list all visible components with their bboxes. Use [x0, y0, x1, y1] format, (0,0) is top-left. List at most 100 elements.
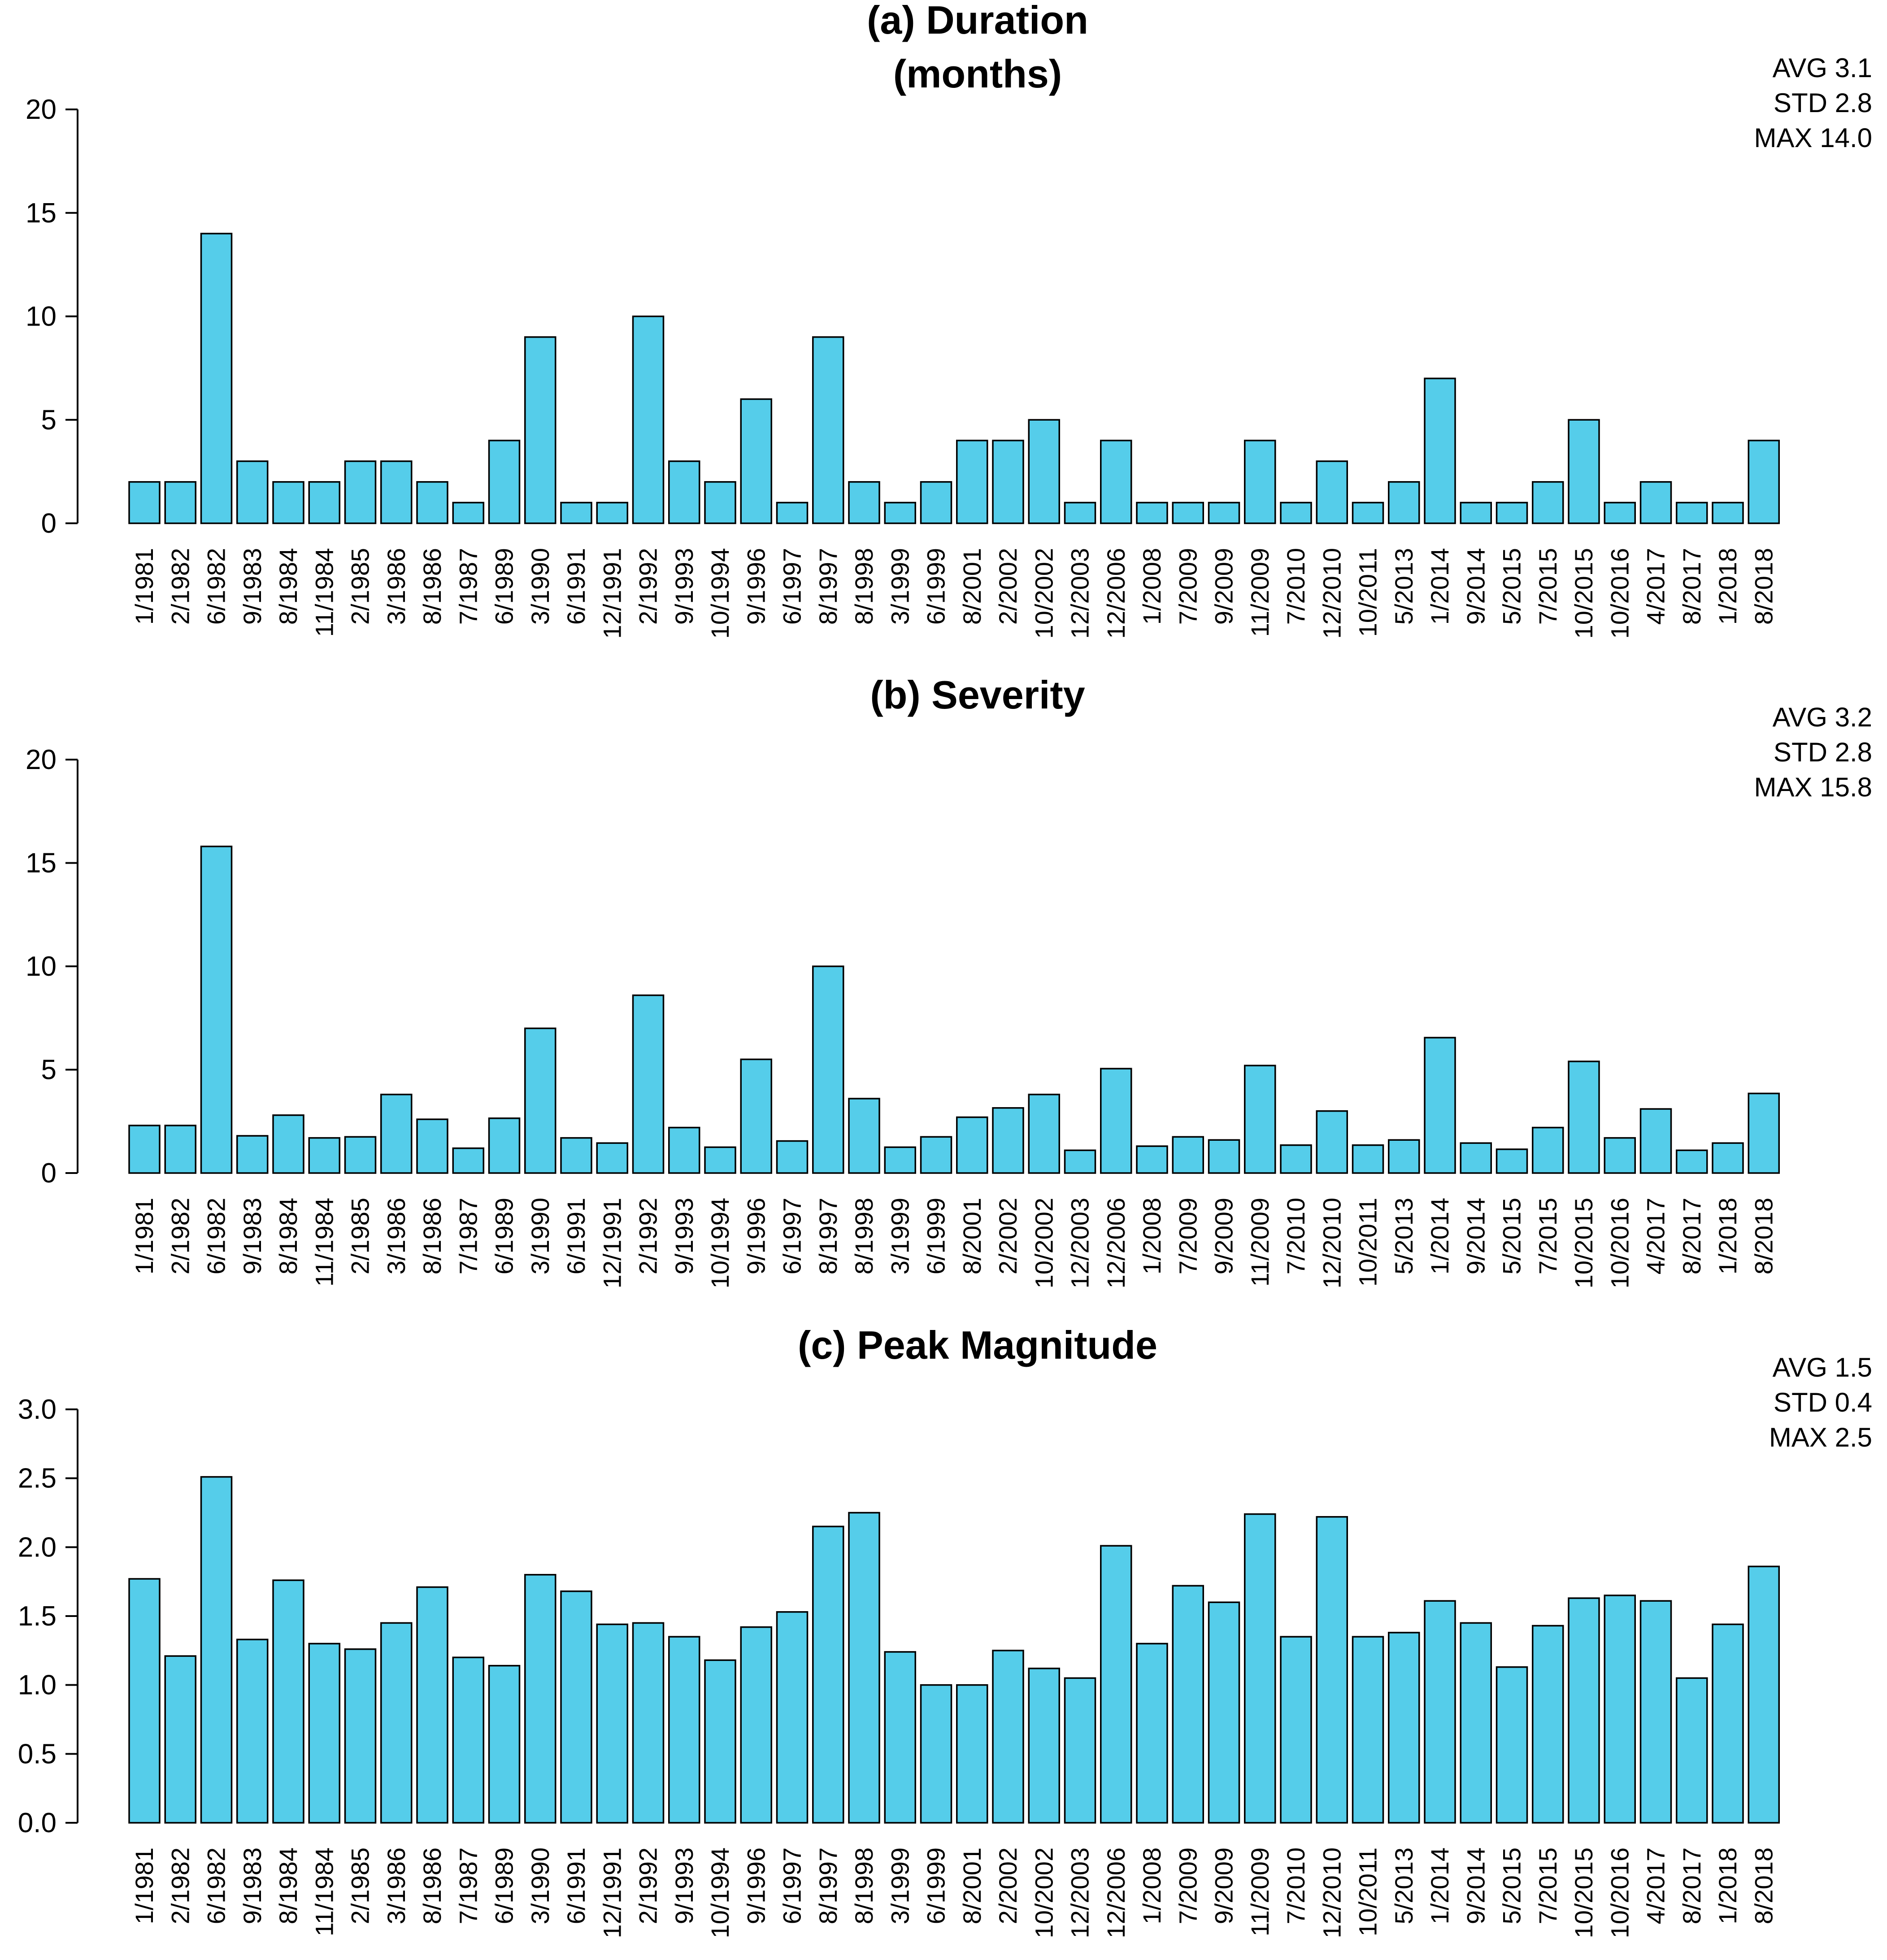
x-tick-label: 11/2009 [1246, 1198, 1274, 1286]
bar [1639, 1600, 1672, 1824]
x-tick-label: 6/1997 [778, 548, 806, 625]
bar [344, 1136, 377, 1174]
x-tick-label: 7/2010 [1282, 1847, 1310, 1924]
bar [1532, 1126, 1564, 1174]
x-tick-label: 10/2002 [1030, 1847, 1058, 1938]
x-tick-label: 1/1981 [130, 1198, 158, 1274]
bar [668, 1636, 700, 1824]
x-tick-label: 10/2015 [1570, 1847, 1598, 1938]
bar [632, 994, 665, 1174]
x-tick-label: 10/2002 [1030, 1198, 1058, 1288]
bar [1208, 502, 1240, 524]
x-tick-label: 6/1999 [922, 1847, 950, 1924]
x-tick-label: 12/2003 [1066, 1847, 1094, 1938]
bar [1136, 1643, 1168, 1824]
bar [1172, 1136, 1204, 1174]
bar [812, 965, 844, 1174]
bar [1676, 1149, 1708, 1174]
bar [524, 336, 557, 524]
x-tick-label: 8/2017 [1678, 1198, 1706, 1274]
x-tick-label: 8/1984 [274, 1847, 302, 1924]
bar [1568, 1597, 1600, 1824]
stat-label: MAX 15.8 [1754, 772, 1872, 802]
bar [524, 1574, 557, 1824]
x-tick-label: 2/2002 [994, 1847, 1022, 1924]
x-tick-label: 12/2003 [1066, 548, 1094, 639]
x-tick-label: 7/1987 [454, 1847, 482, 1924]
bar [1712, 1142, 1744, 1174]
bar [884, 1146, 916, 1174]
bar [1460, 1142, 1492, 1174]
x-tick-label: 10/2016 [1605, 548, 1634, 639]
x-tick-label: 3/1986 [382, 1847, 410, 1924]
x-tick-label: 12/2010 [1317, 548, 1346, 639]
x-tick-label: 4/2017 [1642, 1198, 1670, 1274]
x-tick-label: 12/2003 [1066, 1198, 1094, 1288]
bar [128, 1578, 161, 1824]
y-tick-label: 1.5 [18, 1601, 57, 1632]
bar [1352, 1144, 1384, 1174]
bar [1172, 502, 1204, 524]
x-tick-label: 8/2018 [1749, 548, 1778, 625]
bar [1639, 481, 1672, 524]
bar [308, 1137, 340, 1174]
x-tick-label: 1/2014 [1426, 1198, 1454, 1274]
y-tick-label: 0 [41, 508, 57, 539]
y-tick-label: 15 [26, 848, 57, 879]
x-tick-label: 8/2017 [1678, 548, 1706, 625]
bar [632, 1622, 665, 1824]
bar [488, 1664, 521, 1824]
bar [1496, 1148, 1528, 1174]
bar [1388, 1139, 1420, 1174]
x-tick-label: 9/2014 [1461, 1198, 1490, 1274]
bar [848, 481, 880, 524]
bar [884, 502, 916, 524]
x-tick-label: 9/2009 [1210, 1198, 1238, 1274]
bar [1388, 1632, 1420, 1824]
bar [1639, 1108, 1672, 1174]
x-tick-label: 6/1989 [490, 1847, 518, 1924]
x-tick-label: 12/2006 [1102, 1198, 1130, 1288]
y-tick-label: 5 [41, 404, 57, 435]
bar [992, 1650, 1024, 1824]
bar [1460, 502, 1492, 524]
x-tick-label: 8/1986 [418, 1847, 446, 1924]
x-tick-label: 7/2015 [1534, 1847, 1562, 1924]
bar [920, 481, 952, 524]
bar [740, 398, 772, 524]
bar [1136, 502, 1168, 524]
bar [1172, 1585, 1204, 1824]
bar [272, 481, 304, 524]
x-tick-label: 2/1992 [634, 1198, 662, 1274]
x-tick-label: 12/2010 [1317, 1198, 1346, 1288]
x-tick-label: 10/1994 [706, 1198, 734, 1288]
bar [740, 1626, 772, 1824]
bar [1280, 502, 1312, 524]
bar [992, 1107, 1024, 1174]
x-tick-label: 7/2010 [1282, 1198, 1310, 1274]
x-tick-label: 1/2008 [1138, 548, 1166, 625]
bar [560, 502, 592, 524]
x-tick-label: 9/2014 [1461, 548, 1490, 625]
bar [236, 1135, 269, 1174]
x-tick-label: 2/1982 [166, 548, 194, 625]
panel-severity: (b) Severity AVG 3.2 STD 2.8 MAX 15.8 0 5 10 15… [26, 673, 1872, 1288]
x-tick-label: 12/1991 [598, 548, 626, 639]
x-tick-label: 11/1984 [310, 548, 338, 637]
x-tick-label: 9/2009 [1210, 548, 1238, 625]
bar [1748, 1092, 1780, 1174]
chart-title: (b) Severity [870, 673, 1085, 717]
bar [452, 1656, 484, 1824]
x-tick-label: 1/2014 [1426, 548, 1454, 625]
y-tick-label: 2.5 [18, 1463, 57, 1494]
bar [704, 1659, 736, 1824]
bar [812, 336, 844, 524]
x-tick-label: 6/1991 [562, 1198, 590, 1274]
x-tick-label: 7/2015 [1534, 548, 1562, 625]
x-tick-label: 9/1983 [238, 1847, 266, 1924]
x-tick-label: 7/2010 [1282, 548, 1310, 625]
bar [1028, 1094, 1060, 1174]
x-tick-label: 10/1994 [706, 1847, 734, 1938]
x-tick-label: 6/1982 [202, 548, 230, 625]
bar [1064, 502, 1096, 524]
